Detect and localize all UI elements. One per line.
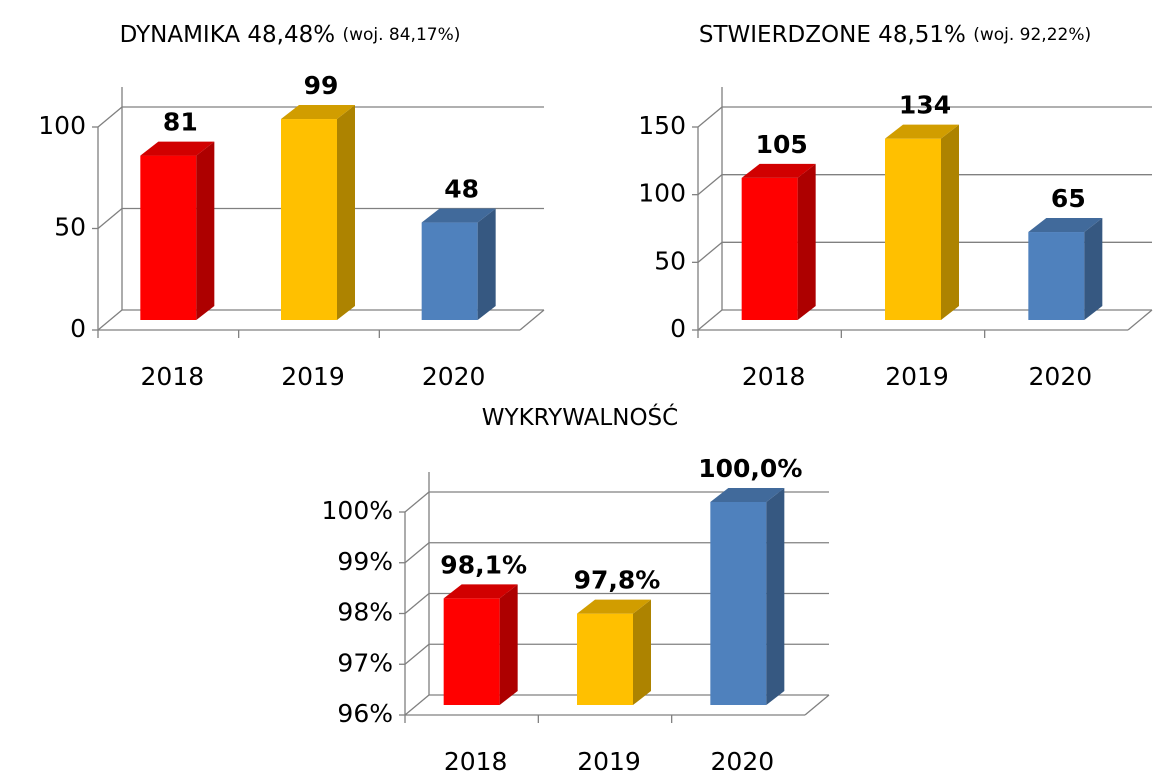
- y-tick-label: 99%: [337, 547, 393, 576]
- bar: [281, 119, 337, 320]
- chart-title: STWIERDZONE 48,51% (woj. 92,22%): [699, 22, 1091, 48]
- x-tick-label: 2018: [141, 362, 205, 391]
- title-main: STWIERDZONE 48,51%: [699, 22, 966, 48]
- bar: [741, 177, 798, 320]
- grid-line: [697, 174, 723, 196]
- grid-line: [404, 542, 430, 564]
- x-tick-label: 2019: [281, 362, 345, 391]
- bar-side: [477, 208, 496, 320]
- floor-side: [804, 694, 830, 716]
- grid-line: [97, 106, 123, 128]
- y-tick-label: 0: [670, 314, 686, 343]
- bar-side: [633, 599, 651, 705]
- bar-side: [1084, 218, 1103, 320]
- bar: [577, 613, 633, 705]
- bar-top: [443, 584, 518, 599]
- data-label: 48: [444, 175, 479, 204]
- bar-top: [281, 105, 355, 120]
- bar-top: [421, 208, 496, 223]
- y-tick-label: 97%: [337, 648, 393, 677]
- chart: DYNAMIKA 48,48% (woj. 84,17%) 0 50 100 2018 8…: [38, 22, 545, 391]
- y-tick-label: 100: [38, 111, 86, 140]
- x-tick-label: 2020: [422, 362, 486, 391]
- x-tick-label: 2018: [742, 362, 806, 391]
- chart: WYKRYWALNOŚĆ 96% 97% 98% 99% 100% 2018 98,1% 201…: [322, 403, 830, 776]
- x-tick-label: 2020: [711, 747, 775, 776]
- data-label: 65: [1051, 184, 1086, 213]
- grid-line: [404, 694, 430, 716]
- y-tick-label: 100: [638, 179, 686, 208]
- title-main: DYNAMIKA 48,48%: [120, 22, 336, 48]
- x-tick-label: 2019: [885, 362, 949, 391]
- bar: [443, 598, 500, 705]
- grid-line: [404, 491, 430, 513]
- bar-top: [577, 599, 651, 614]
- grid-line: [697, 309, 723, 331]
- y-tick-label: 50: [54, 213, 86, 242]
- data-label: 134: [899, 91, 951, 120]
- y-tick-label: 98%: [337, 598, 393, 627]
- bar-top: [741, 163, 816, 178]
- x-tick-label: 2020: [1029, 362, 1093, 391]
- bar: [140, 155, 197, 320]
- floor-side: [1127, 309, 1153, 331]
- bar-side: [196, 141, 215, 320]
- bar-top: [1028, 218, 1103, 233]
- bar-side: [766, 488, 785, 705]
- grid-line: [404, 643, 430, 665]
- data-label: 105: [756, 130, 808, 159]
- bar: [1028, 232, 1085, 320]
- bar-top: [710, 488, 785, 502]
- bar-side: [941, 124, 959, 320]
- grid-line: [697, 241, 723, 263]
- title-main: WYKRYWALNOŚĆ: [482, 403, 678, 431]
- x-tick-label: 2018: [444, 747, 508, 776]
- title-note: (woj. 84,17%): [342, 25, 460, 45]
- y-tick-label: 150: [638, 111, 686, 140]
- title-note: (woj. 92,22%): [973, 25, 1091, 45]
- bar-top: [885, 124, 959, 139]
- grid-line: [97, 208, 123, 229]
- bar-top: [140, 141, 215, 156]
- grid-line: [97, 309, 123, 331]
- chart-title: WYKRYWALNOŚĆ: [482, 403, 678, 431]
- bar: [421, 222, 478, 320]
- floor-side: [519, 309, 545, 331]
- bar-side: [499, 584, 518, 705]
- data-label: 100,0%: [698, 454, 802, 483]
- data-label: 99: [304, 71, 339, 100]
- grid-line: [404, 593, 430, 614]
- y-tick-label: 0: [70, 314, 86, 343]
- y-tick-label: 100%: [322, 496, 393, 525]
- chart-title: DYNAMIKA 48,48% (woj. 84,17%): [120, 22, 461, 48]
- data-label: 81: [163, 108, 198, 137]
- bar-side: [797, 163, 816, 320]
- bar-side: [337, 105, 355, 320]
- data-label: 97,8%: [574, 566, 661, 595]
- data-label: 98,1%: [440, 550, 527, 579]
- chart: STWIERDZONE 48,51% (woj. 92,22%) 0 50 100 15…: [638, 22, 1153, 391]
- grid-line: [697, 106, 723, 128]
- bar: [885, 138, 941, 320]
- x-tick-label: 2019: [577, 747, 641, 776]
- y-tick-label: 50: [654, 246, 686, 275]
- y-tick-label: 96%: [337, 699, 393, 728]
- bar: [710, 502, 767, 705]
